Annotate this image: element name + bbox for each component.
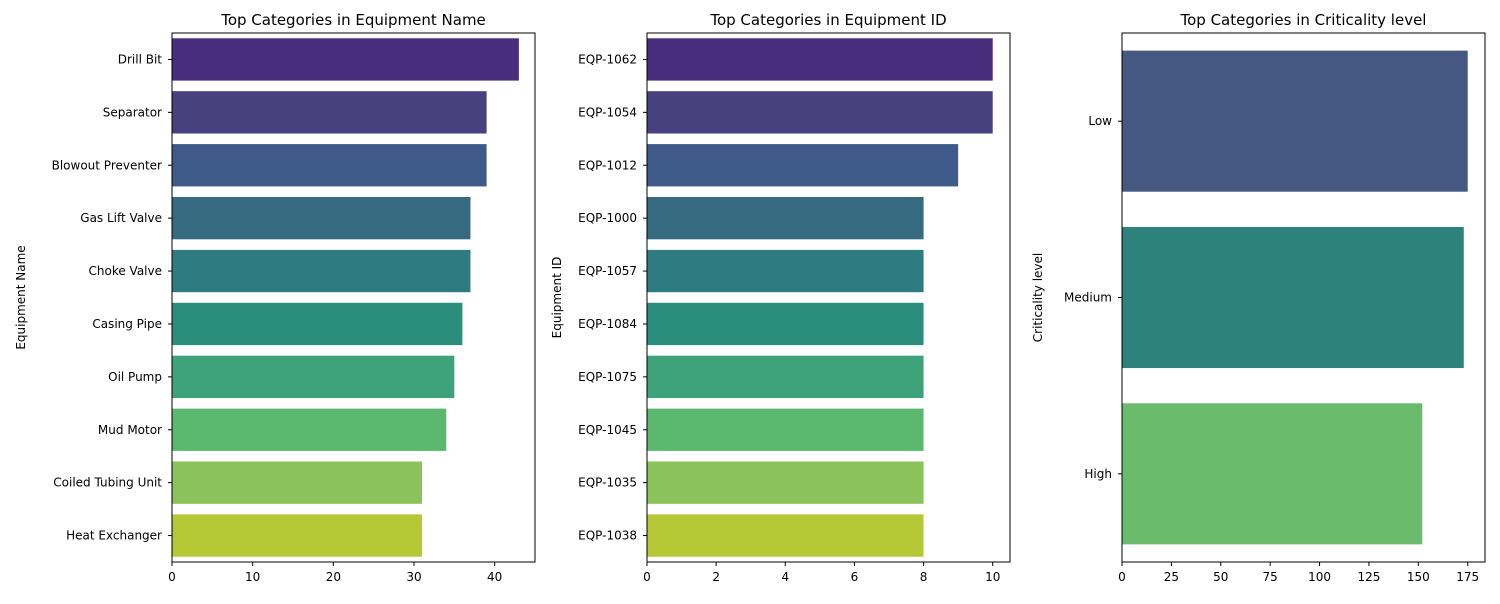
y-tick-label: Choke Valve [89, 264, 163, 278]
x-tick-label: 150 [1407, 570, 1430, 584]
y-tick-label: Oil Pump [108, 370, 162, 384]
y-axis-label: Equipment ID [550, 257, 564, 339]
y-tick-label: High [1084, 467, 1112, 481]
bar-eqp-1038 [647, 514, 924, 557]
y-tick-label: EQP-1012 [578, 158, 637, 172]
y-tick-label: EQP-1057 [578, 264, 637, 278]
y-tick-label: Mud Motor [98, 423, 162, 437]
y-tick-label: EQP-1084 [578, 317, 637, 331]
bar-eqp-1054 [647, 91, 993, 134]
bar-heat-exchanger [172, 514, 423, 557]
y-tick-label: Separator [103, 105, 162, 119]
y-tick-label: Low [1088, 114, 1112, 128]
chart-title: Top Categories in Criticality level [1180, 11, 1427, 29]
x-tick-label: 75 [1263, 570, 1278, 584]
bar-mud-motor [172, 408, 447, 451]
x-tick-label: 8 [920, 570, 928, 584]
bar-coiled-tubing-unit [172, 461, 423, 504]
chart-title: Top Categories in Equipment ID [709, 11, 946, 29]
chart-panel-1: Top Categories in Equipment Name Drill Bi… [14, 11, 536, 584]
x-tick-label: 4 [781, 570, 789, 584]
y-tick-label: Drill Bit [118, 52, 163, 66]
y-tick-label: Casing Pipe [92, 317, 162, 331]
y-tick-label: EQP-1038 [578, 529, 637, 543]
y-tick-label: EQP-1000 [578, 211, 637, 225]
bar-blowout-preventer [172, 144, 487, 187]
y-tick-label: EQP-1035 [578, 476, 637, 490]
x-tick-label: 6 [851, 570, 859, 584]
x-tick-label: 10 [245, 570, 260, 584]
bar-casing-pipe [172, 302, 463, 346]
bar-eqp-1035 [647, 461, 924, 504]
bar-eqp-1075 [647, 355, 924, 399]
axes-frame [646, 32, 1011, 563]
bar-gas-lift-valve [172, 196, 471, 240]
x-tick-label: 30 [406, 570, 421, 584]
axes-frame [1121, 32, 1486, 563]
chart-panel-2: Top Categories in Equipment ID EQP-1062 EQ… [550, 11, 1011, 584]
bar-high [1122, 403, 1423, 545]
bar-separator [172, 91, 487, 134]
bar-medium [1122, 226, 1464, 369]
y-tick-label: Gas Lift Valve [80, 211, 162, 225]
bar-eqp-1057 [647, 249, 924, 293]
x-tick-label: 10 [985, 570, 1000, 584]
bar-eqp-1062 [647, 38, 993, 81]
bar-low [1122, 50, 1468, 192]
y-tick-label: Blowout Preventer [52, 158, 162, 172]
y-tick-label: Medium [1064, 291, 1112, 305]
x-tick-label: 2 [712, 570, 720, 584]
x-tick-label: 100 [1308, 570, 1331, 584]
y-tick-label: EQP-1062 [578, 52, 637, 66]
x-tick-label: 0 [643, 570, 651, 584]
y-tick-label: EQP-1075 [578, 370, 637, 384]
x-tick-label: 40 [487, 570, 502, 584]
y-axis-label: Equipment Name [14, 245, 28, 349]
axes-frame [171, 32, 536, 563]
x-tick-label: 125 [1357, 570, 1380, 584]
y-tick-label: EQP-1045 [578, 423, 637, 437]
y-tick-label: Heat Exchanger [66, 529, 162, 543]
x-tick-label: 0 [168, 570, 176, 584]
x-tick-label: 175 [1456, 570, 1479, 584]
chart-panel-3: Top Categories in Criticality level Low Me… [1031, 11, 1486, 584]
x-tick-label: 20 [326, 570, 341, 584]
y-axis-label: Criticality level [1031, 253, 1045, 342]
y-tick-label: EQP-1054 [578, 105, 637, 119]
bar-choke-valve [172, 249, 471, 293]
bar-oil-pump [172, 355, 455, 399]
bar-eqp-1012 [647, 144, 959, 187]
x-tick-label: 50 [1213, 570, 1228, 584]
y-tick-label: Coiled Tubing Unit [53, 476, 162, 490]
bar-eqp-1045 [647, 408, 924, 451]
x-tick-label: 0 [1118, 570, 1126, 584]
bar-eqp-1084 [647, 302, 924, 346]
bar-drill-bit [172, 38, 519, 81]
bar-eqp-1000 [647, 196, 924, 240]
x-tick-label: 25 [1164, 570, 1179, 584]
chart-title: Top Categories in Equipment Name [220, 11, 486, 29]
